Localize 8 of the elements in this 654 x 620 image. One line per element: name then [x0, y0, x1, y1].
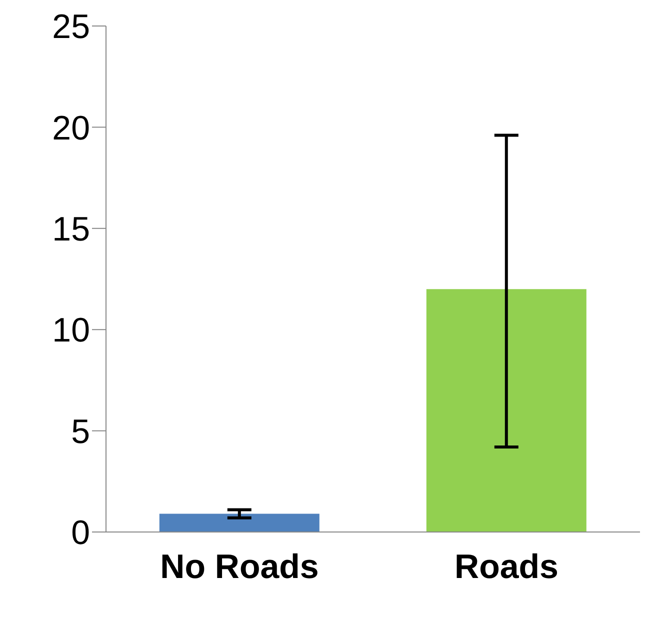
- y-tick-label: 20: [52, 109, 90, 148]
- y-tick-label: 15: [52, 210, 90, 248]
- y-tick-label: 25: [52, 8, 90, 46]
- y-tick-label: 5: [71, 412, 90, 451]
- y-tick-label: 0: [71, 514, 90, 552]
- x-tick-label: Roads: [454, 548, 558, 586]
- x-tick-label: No Roads: [160, 548, 319, 586]
- y-tick-label: 10: [52, 312, 90, 350]
